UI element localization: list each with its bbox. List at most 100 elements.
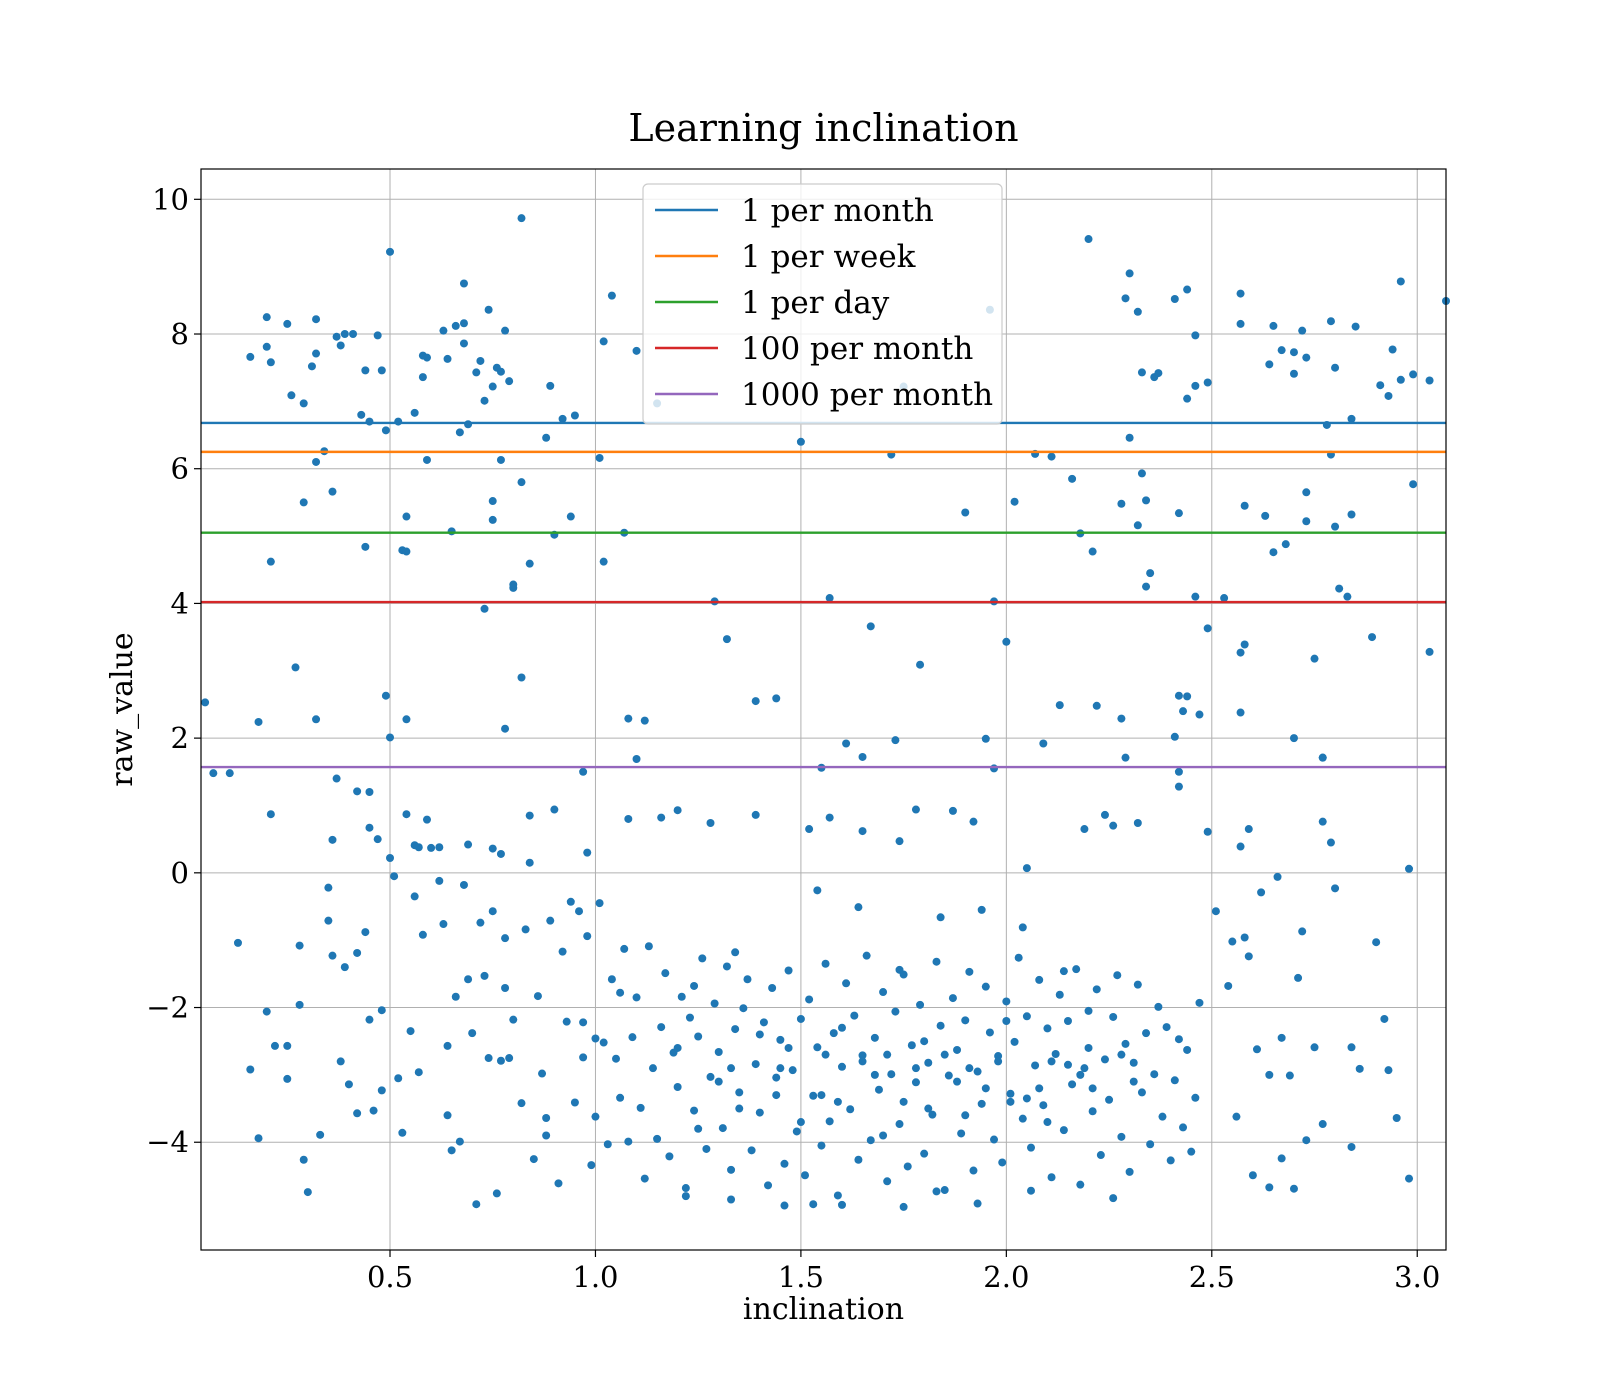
scatter-point <box>484 305 493 314</box>
scatter-point <box>1261 511 1270 520</box>
scatter-point <box>201 698 210 707</box>
scatter-point <box>866 1136 875 1145</box>
scatter-point <box>246 1065 255 1074</box>
scatter-point <box>406 1027 415 1036</box>
y-tick-label: 2 <box>171 721 189 755</box>
scatter-point <box>307 362 316 371</box>
scatter-point <box>874 1085 883 1094</box>
scatter-point <box>1310 1043 1319 1052</box>
scatter-point <box>1121 1039 1130 1048</box>
legend-label: 1 per day <box>741 285 890 321</box>
scatter-point <box>402 512 411 521</box>
scatter-point <box>1183 394 1192 403</box>
scatter-point <box>1224 981 1233 990</box>
scatter-point <box>653 1134 662 1143</box>
scatter-point <box>607 291 616 300</box>
scatter-point <box>373 331 382 340</box>
scatter-point <box>340 330 349 339</box>
scatter-point <box>525 858 534 867</box>
scatter-point <box>727 1064 736 1073</box>
scatter-point <box>501 984 510 993</box>
scatter-point <box>916 660 925 669</box>
scatter-point <box>1137 469 1146 478</box>
scatter-point <box>427 843 436 852</box>
scatter-point <box>554 1179 563 1188</box>
scatter-point <box>1142 582 1151 591</box>
scatter-point <box>1088 1107 1097 1116</box>
scatter-point <box>464 975 473 984</box>
scatter-point <box>529 1155 538 1164</box>
scatter-point <box>1059 967 1068 976</box>
scatter-point <box>977 1099 986 1108</box>
scatter-point <box>501 934 510 943</box>
scatter-point <box>570 1098 579 1107</box>
scatter-point <box>1068 474 1077 483</box>
scatter-point <box>825 813 834 822</box>
scatter-point <box>636 1103 645 1112</box>
scatter-point <box>940 1050 949 1059</box>
scatter-point <box>295 1000 304 1009</box>
scatter-point <box>858 1057 867 1066</box>
scatter-point <box>1117 1132 1126 1141</box>
scatter-point <box>1331 363 1340 372</box>
scatter-point <box>266 557 275 566</box>
scatter-point <box>501 326 510 335</box>
x-tick-label: 2.5 <box>1189 1260 1235 1294</box>
scatter-point <box>1240 501 1249 510</box>
scatter-point <box>879 1131 888 1140</box>
y-axis-label: raw_value <box>105 632 140 786</box>
scatter-point <box>616 1093 625 1102</box>
scatter-point <box>1059 1126 1068 1135</box>
scatter-point <box>480 971 489 980</box>
scatter-point <box>312 315 321 324</box>
scatter-point <box>365 417 374 426</box>
scatter-point <box>1310 654 1319 663</box>
scatter-point <box>1347 1142 1356 1151</box>
scatter-point <box>858 827 867 836</box>
x-axis-label: inclination <box>743 1292 904 1327</box>
scatter-point <box>821 1050 830 1059</box>
scatter-point <box>1150 1070 1159 1079</box>
scatter-point <box>558 414 567 423</box>
scatter-point <box>1047 452 1056 461</box>
scatter-point <box>1047 1057 1056 1066</box>
scatter-point <box>599 557 608 566</box>
scatter-point <box>517 478 526 487</box>
scatter-point <box>1014 953 1023 962</box>
scatter-point <box>414 1068 423 1077</box>
scatter-point <box>509 580 518 589</box>
scatter-point <box>542 433 551 442</box>
scatter-point <box>837 1200 846 1209</box>
scatter-point <box>575 907 584 916</box>
scatter-point <box>858 752 867 761</box>
scatter-point <box>1088 1084 1097 1093</box>
scatter-point <box>776 1035 785 1044</box>
scatter-point <box>1063 1060 1072 1069</box>
scatter-point <box>899 1097 908 1106</box>
scatter-point <box>616 988 625 997</box>
scatter-point <box>1047 1173 1056 1182</box>
scatter-point <box>579 767 588 776</box>
scatter-point <box>1133 521 1142 530</box>
scatter-point <box>365 1015 374 1024</box>
scatter-point <box>1326 317 1335 326</box>
scatter-point <box>377 1006 386 1015</box>
scatter-point <box>648 1064 657 1073</box>
x-tick-label: 1.5 <box>778 1260 824 1294</box>
scatter-point <box>833 1097 842 1106</box>
scatter-point <box>1146 569 1155 578</box>
scatter-point <box>488 497 497 506</box>
scatter-point <box>1084 1006 1093 1015</box>
scatter-point <box>262 342 271 351</box>
scatter-point <box>484 1054 493 1063</box>
scatter-point <box>521 925 530 934</box>
scatter-point <box>1191 592 1200 601</box>
scatter-point <box>1133 980 1142 989</box>
scatter-point <box>948 994 957 1003</box>
scatter-point <box>1187 1147 1196 1156</box>
scatter-point <box>1137 1088 1146 1097</box>
scatter-point <box>932 1187 941 1196</box>
scatter-point <box>727 1165 736 1174</box>
scatter-point <box>731 1025 740 1034</box>
scatter-point <box>1203 624 1212 633</box>
